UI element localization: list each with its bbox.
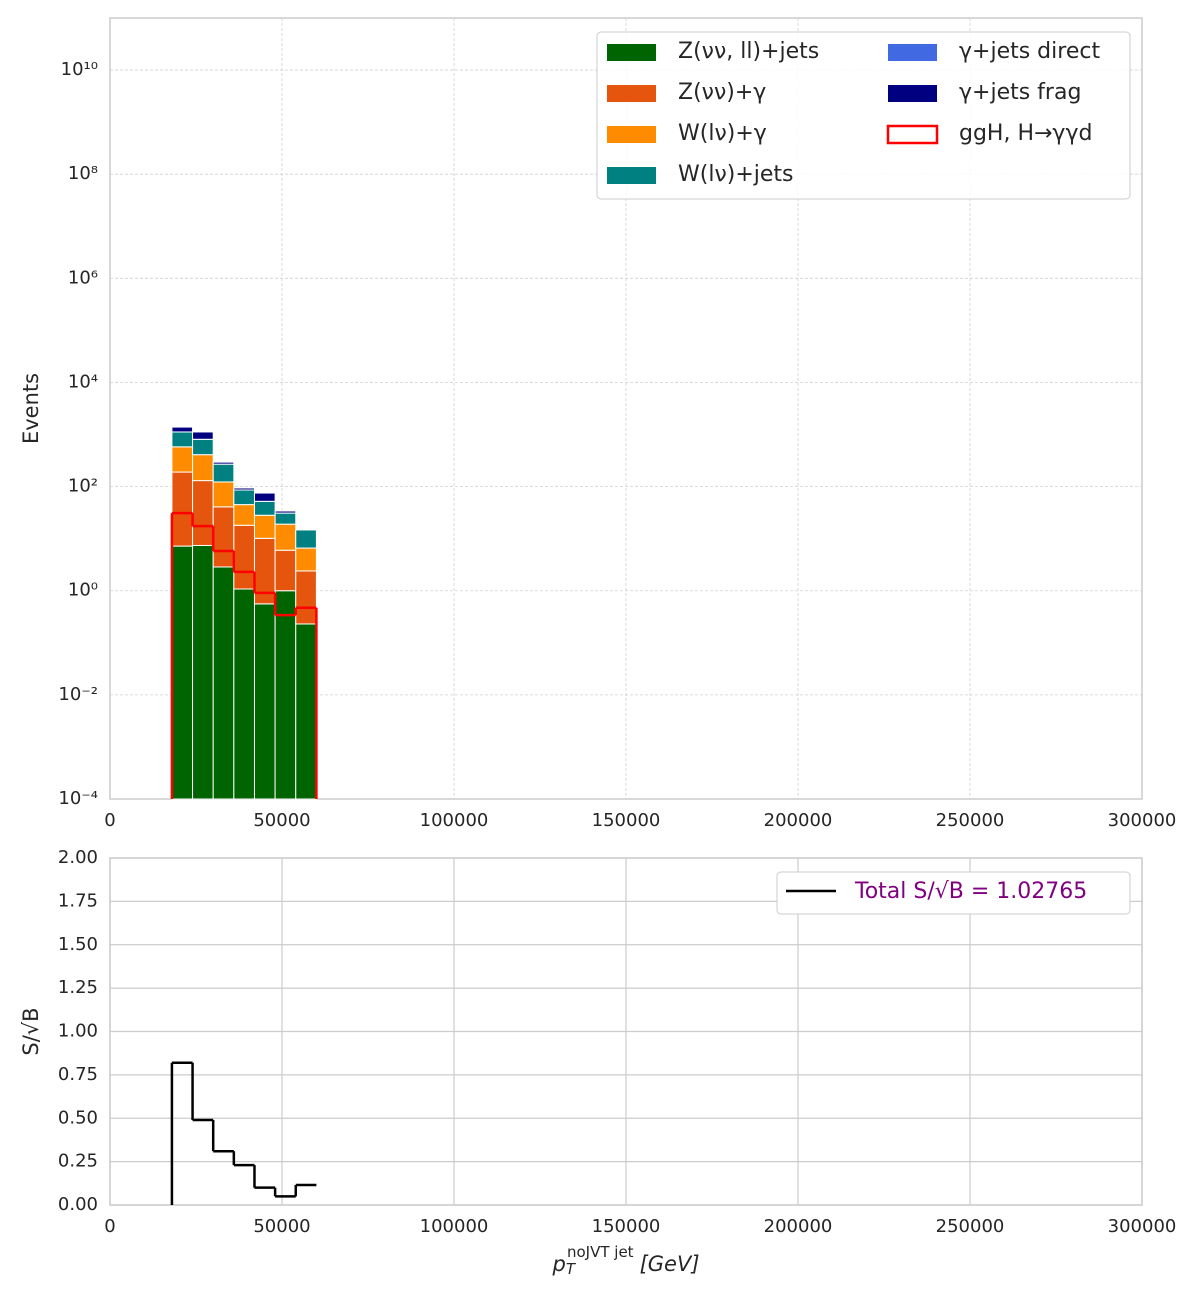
x-axis-label-part: T [566, 1260, 577, 1278]
y-axis-label: Events [19, 373, 43, 444]
x-axis-label: pTnoJVT jet [GeV] [551, 1243, 699, 1278]
y-axis-label: S/√B [19, 1007, 43, 1055]
legend-label: ggH, H→γγd [959, 121, 1092, 146]
y-tick-label: 1.50 [58, 934, 98, 955]
bar-segment [192, 454, 214, 482]
legend-swatch [607, 85, 656, 102]
y-tick-label: 1.75 [58, 890, 98, 911]
bar-segment [274, 512, 297, 525]
bar-segment [253, 492, 276, 502]
bar-segment [295, 547, 317, 572]
x-tick-label: 50000 [253, 810, 310, 831]
legend-swatch [607, 44, 656, 61]
bar-segment [295, 529, 317, 549]
bar-segment [171, 446, 194, 473]
bar-segment [171, 471, 194, 547]
y-tick-label: 10⁻⁴ [58, 788, 98, 809]
legend-box [776, 871, 1131, 915]
y-tick-label: 0.75 [58, 1064, 98, 1085]
plot-frame [109, 17, 1143, 800]
x-tick-label: 300000 [1108, 1216, 1177, 1237]
x-tick-label: 250000 [936, 810, 1005, 831]
y-tick-label: 10² [68, 476, 98, 497]
y-tick-label: 0.00 [58, 1194, 98, 1215]
y-tick-label: 10⁶ [68, 267, 98, 288]
bar-segment [274, 549, 297, 592]
x-tick-label: 250000 [936, 1216, 1005, 1237]
legend-label: Total S/√B = 1.02765 [854, 879, 1087, 904]
bar-segment [192, 431, 214, 440]
x-tick-label: 100000 [420, 1216, 489, 1237]
legend-swatch [888, 85, 937, 102]
bar-segment [295, 570, 317, 625]
legend-swatch [886, 124, 939, 145]
legend-box [596, 31, 1131, 200]
x-tick-label: 300000 [1108, 810, 1177, 831]
plot-frame [109, 857, 1143, 1206]
y-tick-label: 10⁻² [58, 684, 98, 705]
bar-segment [274, 510, 297, 514]
bar-segment [274, 590, 297, 800]
legend-swatch [607, 126, 656, 143]
bar-segment [171, 431, 194, 448]
x-tick-label: 100000 [420, 810, 489, 831]
y-tick-label: 2.00 [58, 847, 98, 868]
y-tick-label: 10¹⁰ [61, 59, 98, 80]
x-tick-label: 0 [104, 810, 115, 831]
bar-segment [233, 487, 255, 491]
y-tick-label: 1.00 [58, 1021, 98, 1042]
legend-swatch [607, 167, 656, 184]
y-tick-label: 10⁴ [68, 371, 98, 392]
bar-segment [253, 500, 276, 516]
bar-segment [212, 566, 235, 800]
bar-segment [233, 588, 255, 800]
legend-label: Z(νν, ll)+jets [678, 39, 819, 64]
legend-label: γ+jets direct [959, 39, 1100, 64]
bar-segment [192, 480, 214, 546]
bar-segment [171, 426, 194, 433]
x-axis-label-part: noJVT jet [567, 1243, 634, 1261]
legend-label: W(lν)+jets [678, 162, 794, 187]
bar-segment [212, 461, 235, 465]
bar-segment [171, 545, 194, 800]
bar-segment [233, 489, 255, 506]
x-tick-label: 0 [104, 1216, 115, 1237]
x-tick-label: 200000 [764, 1216, 833, 1237]
bar-segment [233, 504, 255, 526]
x-axis-label-part: [GeV] [640, 1252, 700, 1276]
x-tick-label: 150000 [592, 1216, 661, 1237]
y-tick-label: 1.25 [58, 977, 98, 998]
bar-segment [212, 463, 235, 483]
bar-segment [212, 506, 235, 568]
bar-segment [212, 481, 235, 508]
x-axis-label-part: p [551, 1252, 565, 1276]
bar-segment [295, 623, 317, 800]
x-tick-label: 50000 [253, 1216, 310, 1237]
x-tick-label: 150000 [592, 810, 661, 831]
legend-label: W(lν)+γ [678, 121, 767, 146]
bar-segment [192, 438, 214, 456]
y-tick-label: 0.50 [58, 1107, 98, 1128]
x-tick-label: 200000 [764, 810, 833, 831]
y-tick-label: 10⁰ [68, 580, 98, 601]
bar-segment [274, 523, 297, 551]
y-tick-label: 0.25 [58, 1151, 98, 1172]
legend-label: Z(νν)+γ [678, 80, 766, 105]
bar-segment [253, 514, 276, 539]
y-tick-label: 10⁸ [68, 163, 98, 184]
legend-label: γ+jets frag [959, 80, 1081, 105]
bar-segment [253, 603, 276, 800]
bar-segment [192, 544, 214, 800]
legend-swatch [888, 44, 937, 61]
bar-segment [233, 524, 255, 590]
